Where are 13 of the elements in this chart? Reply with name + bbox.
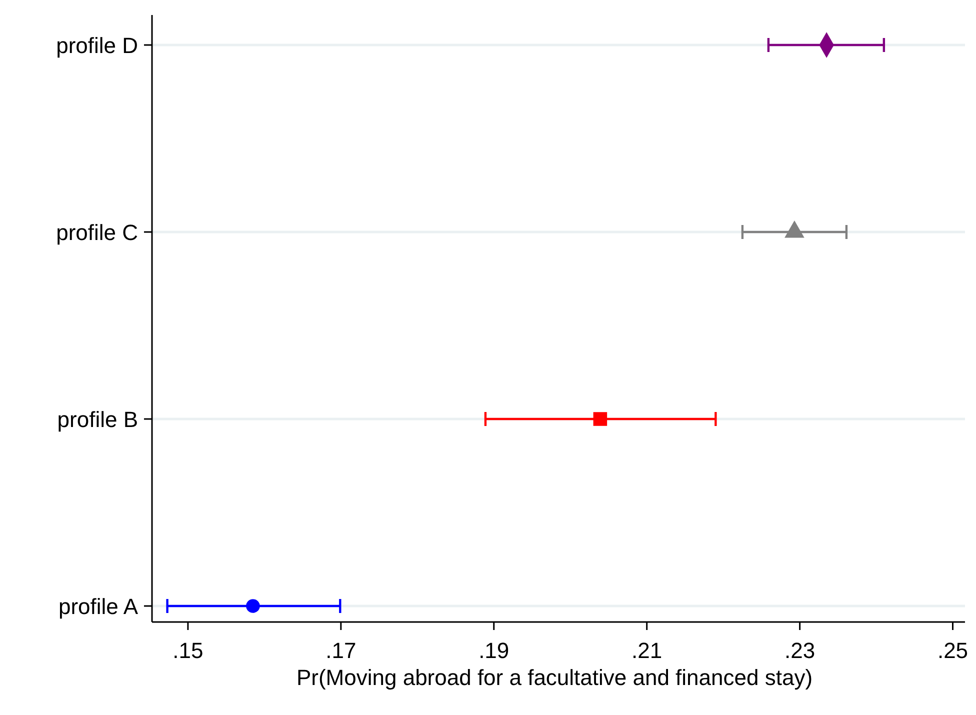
y-tick-label: profile A (58, 594, 138, 619)
y-tick-label: profile C (56, 220, 138, 245)
x-tick-label: .25 (937, 638, 968, 663)
x-tick-label: .23 (784, 638, 816, 663)
y-tick-label: profile D (56, 33, 138, 58)
x-tick-label: .17 (326, 638, 356, 663)
point (246, 599, 260, 613)
x-tick-label: .19 (478, 638, 510, 663)
x-tick-label: .15 (172, 638, 204, 663)
y-tick-label: profile B (57, 407, 138, 432)
x-tick-label: .21 (632, 638, 662, 663)
x-axis-title: Pr(Moving abroad for a facultative and financed stay) (296, 665, 813, 690)
point (593, 412, 608, 426)
